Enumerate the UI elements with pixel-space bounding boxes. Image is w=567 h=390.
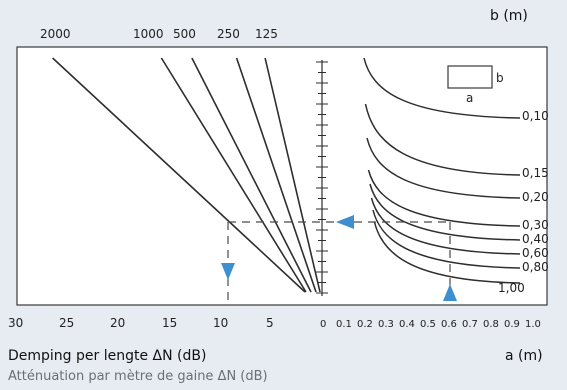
freq-label-500: 500 [173, 27, 196, 41]
b-curve-0,30 [367, 169, 521, 227]
b-label-080: 0,80 [522, 260, 549, 274]
frequency-line-250 [235, 57, 317, 293]
left-tick-5: 5 [266, 316, 274, 330]
left-tick-25: 25 [59, 316, 74, 330]
a-tick-09: 0.9 [504, 319, 520, 330]
a-axis-label: a (m) [505, 348, 543, 364]
frequency-labels: 2000 1000 500 250 125 [40, 27, 278, 41]
a-tick-04: 0.4 [399, 319, 415, 330]
freq-label-1000: 1000 [133, 27, 164, 41]
b-label-060: 0,60 [522, 246, 549, 260]
a-tick-08: 0.8 [483, 319, 499, 330]
freq-label-250: 250 [217, 27, 240, 41]
freq-label-125: 125 [255, 27, 278, 41]
b-label-100: 1,00 [498, 281, 525, 295]
a-tick-07: 0.7 [462, 319, 478, 330]
left-axis: 30 25 20 15 10 5 [8, 316, 274, 330]
b-label-040: 0,40 [522, 232, 549, 246]
frequency-line-500 [191, 57, 312, 293]
frequency-lines [52, 57, 321, 293]
a-tick-05: 0.5 [420, 319, 436, 330]
b-label-020: 0,20 [522, 190, 549, 204]
frequency-line-125 [264, 57, 321, 293]
legend-b-label: b [496, 71, 504, 85]
middle-scale [316, 60, 328, 296]
right-axis: 0 0.1 0.2 0.3 0.4 0.5 0.6 0.7 0.8 0.9 1.… [320, 319, 541, 330]
b-label-015: 0,15 [522, 166, 549, 180]
freq-label-2000: 2000 [40, 27, 71, 41]
left-tick-15: 15 [162, 316, 177, 330]
chart-title-fr: Atténuation par mètre de gaine ΔN (dB) [8, 369, 268, 384]
left-tick-10: 10 [213, 316, 228, 330]
a-tick-01: 0.1 [336, 319, 352, 330]
frequency-line-1000 [160, 57, 307, 293]
chart-title-nl: Demping per lengte ΔN (dB) [8, 348, 207, 364]
b-curve-0,10 [363, 57, 521, 119]
b-axis-label: b (m) [490, 8, 528, 24]
legend-a-label: a [466, 91, 473, 105]
plot-frame [16, 46, 548, 306]
b-curves [363, 57, 521, 284]
legend-box: b a [447, 65, 504, 105]
b-curve-0,80 [372, 209, 521, 269]
b-label-010: 0,10 [522, 109, 549, 123]
example-path [221, 215, 457, 305]
arrow-down-icon [221, 263, 235, 280]
a-tick-06: 0.6 [441, 319, 457, 330]
frequency-line-2000 [52, 57, 306, 293]
attenuation-chart: 2000 1000 500 250 125 0,10 0,15 0,20 0,3… [8, 27, 549, 330]
a-tick-02: 0.2 [357, 319, 373, 330]
arrow-left-icon [336, 215, 354, 229]
a-tick-0: 0 [320, 319, 326, 330]
b-curve-0,15 [364, 103, 521, 176]
b-curve-0,40 [369, 183, 521, 241]
arrow-up-icon [443, 284, 457, 301]
b-curve-0,60 [370, 197, 521, 255]
b-label-030: 0,30 [522, 218, 549, 232]
left-tick-20: 20 [110, 316, 125, 330]
legend-rect [447, 65, 493, 89]
b-curve-0,20 [366, 137, 521, 199]
b-labels: 0,10 0,15 0,20 0,30 0,40 0,60 0,80 1,00 [498, 109, 549, 295]
left-tick-30: 30 [8, 316, 23, 330]
b-curve-1,00 [373, 221, 521, 284]
a-tick-10: 1.0 [525, 319, 541, 330]
a-tick-03: 0.3 [378, 319, 394, 330]
